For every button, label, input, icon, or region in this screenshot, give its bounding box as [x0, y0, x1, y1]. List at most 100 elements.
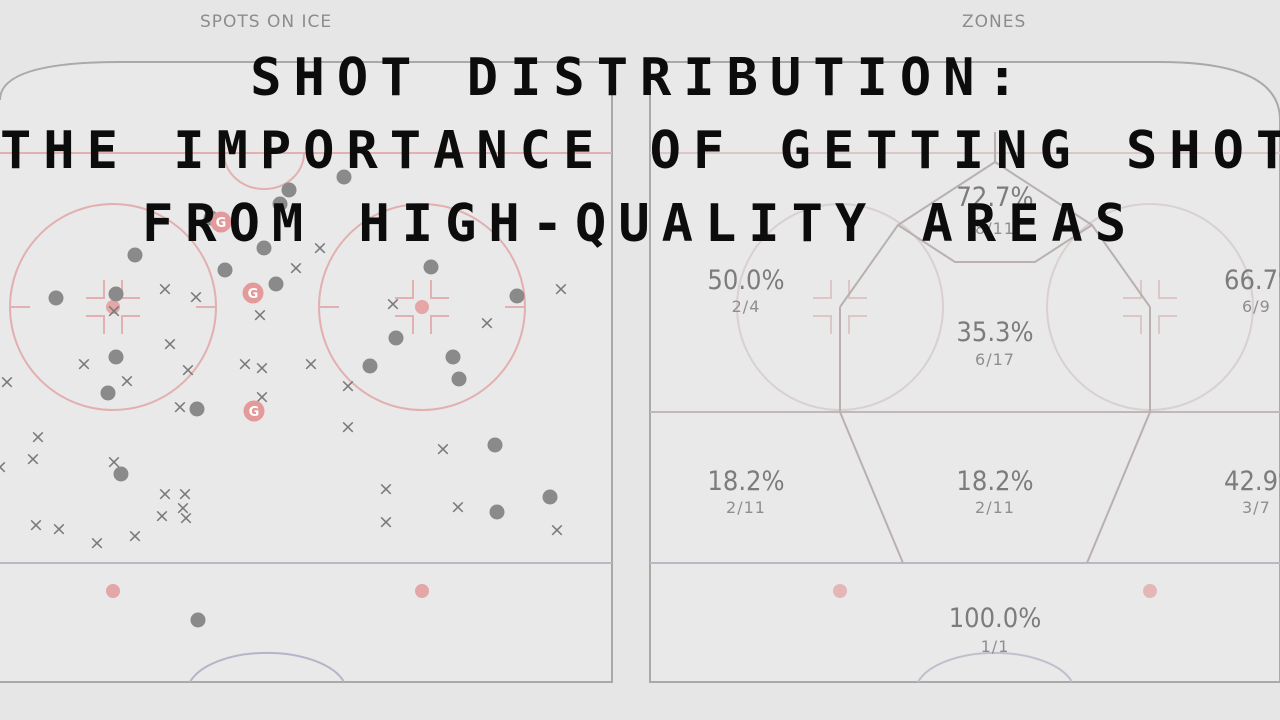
left-neutral-dot-2 [415, 584, 429, 598]
zone-center-point-pct: 18.2% [956, 466, 1033, 497]
zone-neutral-pct: 100.0% [949, 603, 1042, 634]
zone-left-circle-frac: 2/4 [732, 297, 761, 316]
shot-dot [487, 437, 503, 453]
zone-boundaries [839, 132, 1151, 564]
zone-slot-pct: 35.3% [956, 317, 1033, 348]
left-neutral-dot-1 [106, 584, 120, 598]
left-center-circle-arc [189, 651, 345, 683]
shot-dot [127, 247, 143, 263]
zone-labels: 72.7% 8/11 50.0% 2/4 35.3% 6/17 66.7% 6/… [707, 182, 1280, 656]
missed-shot-mark: × [177, 483, 193, 505]
shot-dot [445, 349, 461, 365]
headline-line-2: THE IMPORTANCE OF GETTING SHOTS [0, 121, 1280, 181]
shot-dot [113, 466, 129, 482]
spots-panel: ×××××××××××××××××××××××××××××××××××××××G… [0, 61, 613, 683]
missed-shot-mark: × [180, 359, 196, 381]
missed-shot-mark: × [378, 511, 394, 533]
goal-marker [242, 282, 264, 304]
missed-shot-mark: × [303, 353, 319, 375]
missed-shot-mark: × [106, 451, 122, 473]
zone-left-point-pct: 18.2% [707, 466, 784, 497]
missed-shot-mark: × [162, 333, 178, 355]
zone-right-circle-frac: 6/9 [1242, 297, 1271, 316]
missed-shot-mark: × [51, 518, 67, 540]
missed-shot-mark: × [288, 257, 304, 279]
shot-dot [423, 259, 439, 275]
missed-shot-mark: × [175, 497, 191, 519]
left-rink-boards [0, 61, 613, 683]
zone-top-center-frac: 8/11 [975, 219, 1015, 238]
zone-top-center-pct: 72.7% [956, 182, 1033, 213]
missed-shot-mark: × [127, 525, 143, 547]
left-hash-marks-2 [319, 280, 525, 334]
missed-shot-mark: × [157, 278, 173, 300]
missed-shot-mark: × [154, 505, 170, 527]
missed-shot-mark: × [119, 370, 135, 392]
missed-shot-mark: × [479, 312, 495, 334]
missed-shot-mark: × [378, 478, 394, 500]
left-goal-crease [223, 152, 305, 190]
shot-dot [108, 349, 124, 365]
missed-shot-mark: × [553, 278, 569, 300]
shot-dot [451, 371, 467, 387]
missed-shot-mark: × [106, 300, 122, 322]
missed-shot-mark: × [0, 456, 8, 478]
shot-dot [190, 612, 206, 628]
shot-dot [256, 240, 272, 256]
goal-marker [243, 400, 265, 422]
headline-line-1: SHOT DISTRIBUTION: [250, 48, 1030, 108]
shot-dot [108, 286, 124, 302]
shot-dot [489, 504, 505, 520]
missed-shot-mark: × [254, 357, 270, 379]
missed-shot-mark: × [0, 371, 15, 393]
shot-dot [281, 182, 297, 198]
zone-center-point-frac: 2/11 [975, 498, 1015, 517]
zone-left-point-frac: 2/11 [726, 498, 766, 517]
shot-dot [100, 385, 116, 401]
goal-marker-label: G [248, 287, 259, 302]
goal-marker [210, 211, 232, 233]
zone-neutral-frac: 1/1 [981, 637, 1010, 656]
missed-shot-mark: × [450, 496, 466, 518]
missed-shot-mark: × [172, 396, 188, 418]
missed-shot-mark: × [340, 375, 356, 397]
missed-shot-mark: × [76, 353, 92, 375]
missed-shot-mark: × [340, 416, 356, 438]
missed-shot-mark: × [385, 293, 401, 315]
missed-shot-mark: × [549, 519, 565, 541]
shot-dot [388, 330, 404, 346]
shot-dot [362, 358, 378, 374]
zone-right-point-pct: 42.9% [1224, 466, 1280, 497]
spots-on-ice-label: SPOTS ON ICE [200, 12, 333, 32]
zone-slot-frac: 6/17 [975, 350, 1015, 369]
left-faceoff-dot-2 [415, 300, 429, 314]
missed-shot-mark: × [252, 304, 268, 326]
goal-marker-label: G [216, 216, 227, 231]
left-faceoff-dot-1 [106, 300, 120, 314]
right-neutral-dot-2 [1143, 584, 1157, 598]
zones-label: ZONES [962, 12, 1027, 32]
shot-dot [336, 169, 352, 185]
zone-right-circle-pct: 66.7% [1224, 265, 1280, 296]
shot-dot [542, 489, 558, 505]
missed-shot-mark: × [237, 353, 253, 375]
right-center-circle-arc [917, 651, 1073, 683]
missed-shot-mark: × [435, 438, 451, 460]
zone-right-point-frac: 3/7 [1242, 498, 1271, 517]
zones-panel: 72.7% 8/11 50.0% 2/4 35.3% 6/17 66.7% 6/… [649, 61, 1280, 683]
missed-shot-mark: × [28, 514, 44, 536]
missed-shot-mark: × [25, 448, 41, 470]
right-neutral-dot-1 [833, 584, 847, 598]
missed-shot-mark: × [312, 237, 328, 259]
shot-dot [217, 262, 233, 278]
goal-marker-label: G [249, 405, 260, 420]
shot-dot [509, 288, 525, 304]
right-hash-marks [813, 280, 1177, 334]
missed-shot-mark: × [30, 426, 46, 448]
shot-dot [272, 196, 288, 212]
shot-dot [189, 401, 205, 417]
missed-shot-mark: × [157, 483, 173, 505]
missed-shot-mark: × [188, 286, 204, 308]
shot-dot [48, 290, 64, 306]
